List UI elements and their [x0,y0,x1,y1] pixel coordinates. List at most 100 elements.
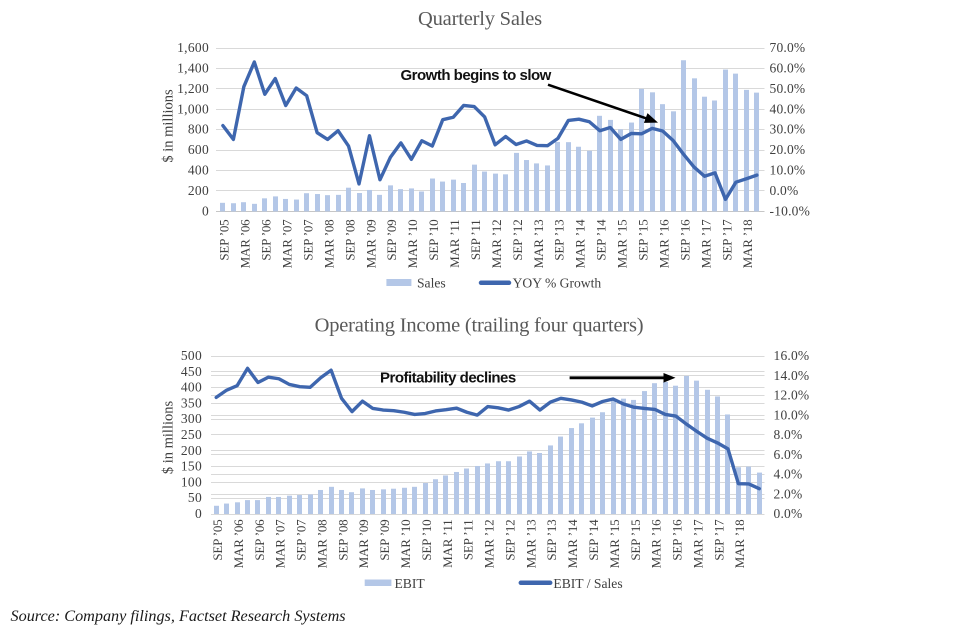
svg-text:4.0%: 4.0% [774,467,803,482]
svg-text:SEP ’06: SEP ’06 [252,519,267,561]
svg-text:SEP ’12: SEP ’12 [510,220,525,261]
svg-text:150: 150 [181,459,202,474]
svg-text:SEP ’05: SEP ’05 [217,220,232,261]
svg-text:300: 300 [181,411,202,426]
svg-text:MAR ’08: MAR ’08 [321,220,336,269]
svg-text:MAR ’16: MAR ’16 [649,519,664,568]
svg-text:200: 200 [188,183,209,198]
svg-text:SEP ’12: SEP ’12 [502,520,517,561]
svg-text:MAR ’13: MAR ’13 [531,220,546,269]
svg-text:0: 0 [195,506,202,521]
svg-text:Profitability declines: Profitability declines [380,370,516,387]
svg-text:SEP ’14: SEP ’14 [594,219,609,261]
svg-text:SEP ’14: SEP ’14 [586,519,601,561]
svg-text:MAR ’07: MAR ’07 [280,219,295,268]
svg-text:60.0%: 60.0% [770,60,806,75]
svg-text:SEP ’05: SEP ’05 [210,520,225,561]
svg-text:MAR ’09: MAR ’09 [356,520,371,569]
svg-text:SEP ’15: SEP ’15 [636,220,651,261]
svg-text:Sales: Sales [417,275,446,290]
svg-text:200: 200 [181,443,202,458]
svg-text:8.0%: 8.0% [774,427,803,442]
svg-text:1,600: 1,600 [177,40,209,55]
svg-text:$ in millions: $ in millions [161,89,177,163]
svg-text:MAR ’10: MAR ’10 [405,220,420,269]
svg-text:SEP ’17: SEP ’17 [719,219,734,261]
svg-text:SEP ’11: SEP ’11 [461,520,476,561]
svg-text:500: 500 [181,348,202,363]
svg-text:MAR ’16: MAR ’16 [656,219,671,268]
svg-text:MAR ’18: MAR ’18 [740,220,755,269]
svg-text:MAR ’15: MAR ’15 [615,220,630,269]
svg-text:40.0%: 40.0% [770,101,806,116]
svg-text:0.0%: 0.0% [774,506,803,521]
svg-text:450: 450 [181,364,202,379]
svg-text:12.0%: 12.0% [774,388,810,403]
svg-text:1,200: 1,200 [177,81,209,96]
svg-text:SEP ’08: SEP ’08 [335,520,350,561]
svg-text:MAR ’10: MAR ’10 [398,520,413,569]
svg-text:50.0%: 50.0% [770,81,806,96]
svg-text:SEP ’13: SEP ’13 [552,220,567,261]
svg-text:MAR ’07: MAR ’07 [273,519,288,568]
svg-text:MAR ’06: MAR ’06 [238,219,253,268]
svg-text:MAR ’17: MAR ’17 [690,519,705,568]
svg-text:-10.0%: -10.0% [770,203,811,218]
svg-text:SEP ’15: SEP ’15 [628,520,643,561]
svg-text:SEP ’08: SEP ’08 [342,220,357,261]
svg-text:Source: Company filings, Facts: Source: Company filings, Factset Researc… [11,607,346,625]
svg-text:EBIT / Sales: EBIT / Sales [553,576,622,591]
svg-text:250: 250 [181,427,202,442]
svg-text:SEP ’06: SEP ’06 [259,219,274,261]
svg-text:400: 400 [181,380,202,395]
svg-text:800: 800 [188,122,209,137]
svg-text:6.0%: 6.0% [774,447,803,462]
svg-text:20.0%: 20.0% [770,142,806,157]
svg-text:MAR ’14: MAR ’14 [565,519,580,568]
svg-text:350: 350 [181,395,202,410]
svg-text:30.0%: 30.0% [770,122,806,137]
svg-text:MAR ’06: MAR ’06 [231,519,246,568]
svg-text:10.0%: 10.0% [774,407,810,422]
svg-text:0: 0 [202,203,209,218]
svg-text:Operating Income (trailing fou: Operating Income (trailing four quarters… [315,315,644,337]
svg-text:10.0%: 10.0% [770,163,806,178]
svg-text:MAR ’13: MAR ’13 [523,520,538,569]
svg-text:16.0%: 16.0% [774,348,810,363]
svg-text:SEP ’09: SEP ’09 [377,520,392,561]
svg-text:1,400: 1,400 [177,60,209,75]
svg-text:MAR ’11: MAR ’11 [440,520,455,568]
svg-text:Growth begins to slow: Growth begins to slow [401,67,552,84]
svg-text:70.0%: 70.0% [770,40,806,55]
svg-text:SEP ’17: SEP ’17 [711,519,726,561]
svg-text:YOY % Growth: YOY % Growth [513,275,602,290]
svg-text:SEP ’16: SEP ’16 [670,519,685,561]
svg-text:MAR ’09: MAR ’09 [363,220,378,269]
svg-text:EBIT: EBIT [395,576,426,591]
svg-text:SEP ’16: SEP ’16 [677,219,692,261]
svg-text:MAR ’15: MAR ’15 [607,520,622,569]
svg-text:14.0%: 14.0% [774,368,810,383]
svg-text:SEP ’09: SEP ’09 [384,220,399,261]
svg-text:SEP ’07: SEP ’07 [294,519,309,561]
svg-text:400: 400 [188,163,209,178]
svg-text:SEP ’10: SEP ’10 [419,520,434,561]
svg-text:MAR ’08: MAR ’08 [314,520,329,569]
svg-text:50: 50 [188,490,202,505]
svg-text:Quarterly Sales: Quarterly Sales [418,8,542,30]
svg-text:600: 600 [188,142,209,157]
svg-text:MAR ’14: MAR ’14 [573,219,588,268]
svg-text:1,000: 1,000 [177,101,209,116]
svg-text:$ in millions: $ in millions [161,400,177,474]
svg-text:SEP ’10: SEP ’10 [426,220,441,261]
svg-text:SEP ’13: SEP ’13 [544,520,559,561]
svg-text:MAR ’18: MAR ’18 [732,520,747,569]
svg-text:100: 100 [181,474,202,489]
svg-text:SEP ’07: SEP ’07 [300,219,315,261]
svg-text:MAR ’17: MAR ’17 [698,219,713,268]
svg-text:MAR ’12: MAR ’12 [489,220,504,269]
svg-text:2.0%: 2.0% [774,486,803,501]
svg-text:SEP ’11: SEP ’11 [468,219,483,260]
svg-text:0.0%: 0.0% [770,183,799,198]
svg-text:MAR ’11: MAR ’11 [447,220,462,268]
